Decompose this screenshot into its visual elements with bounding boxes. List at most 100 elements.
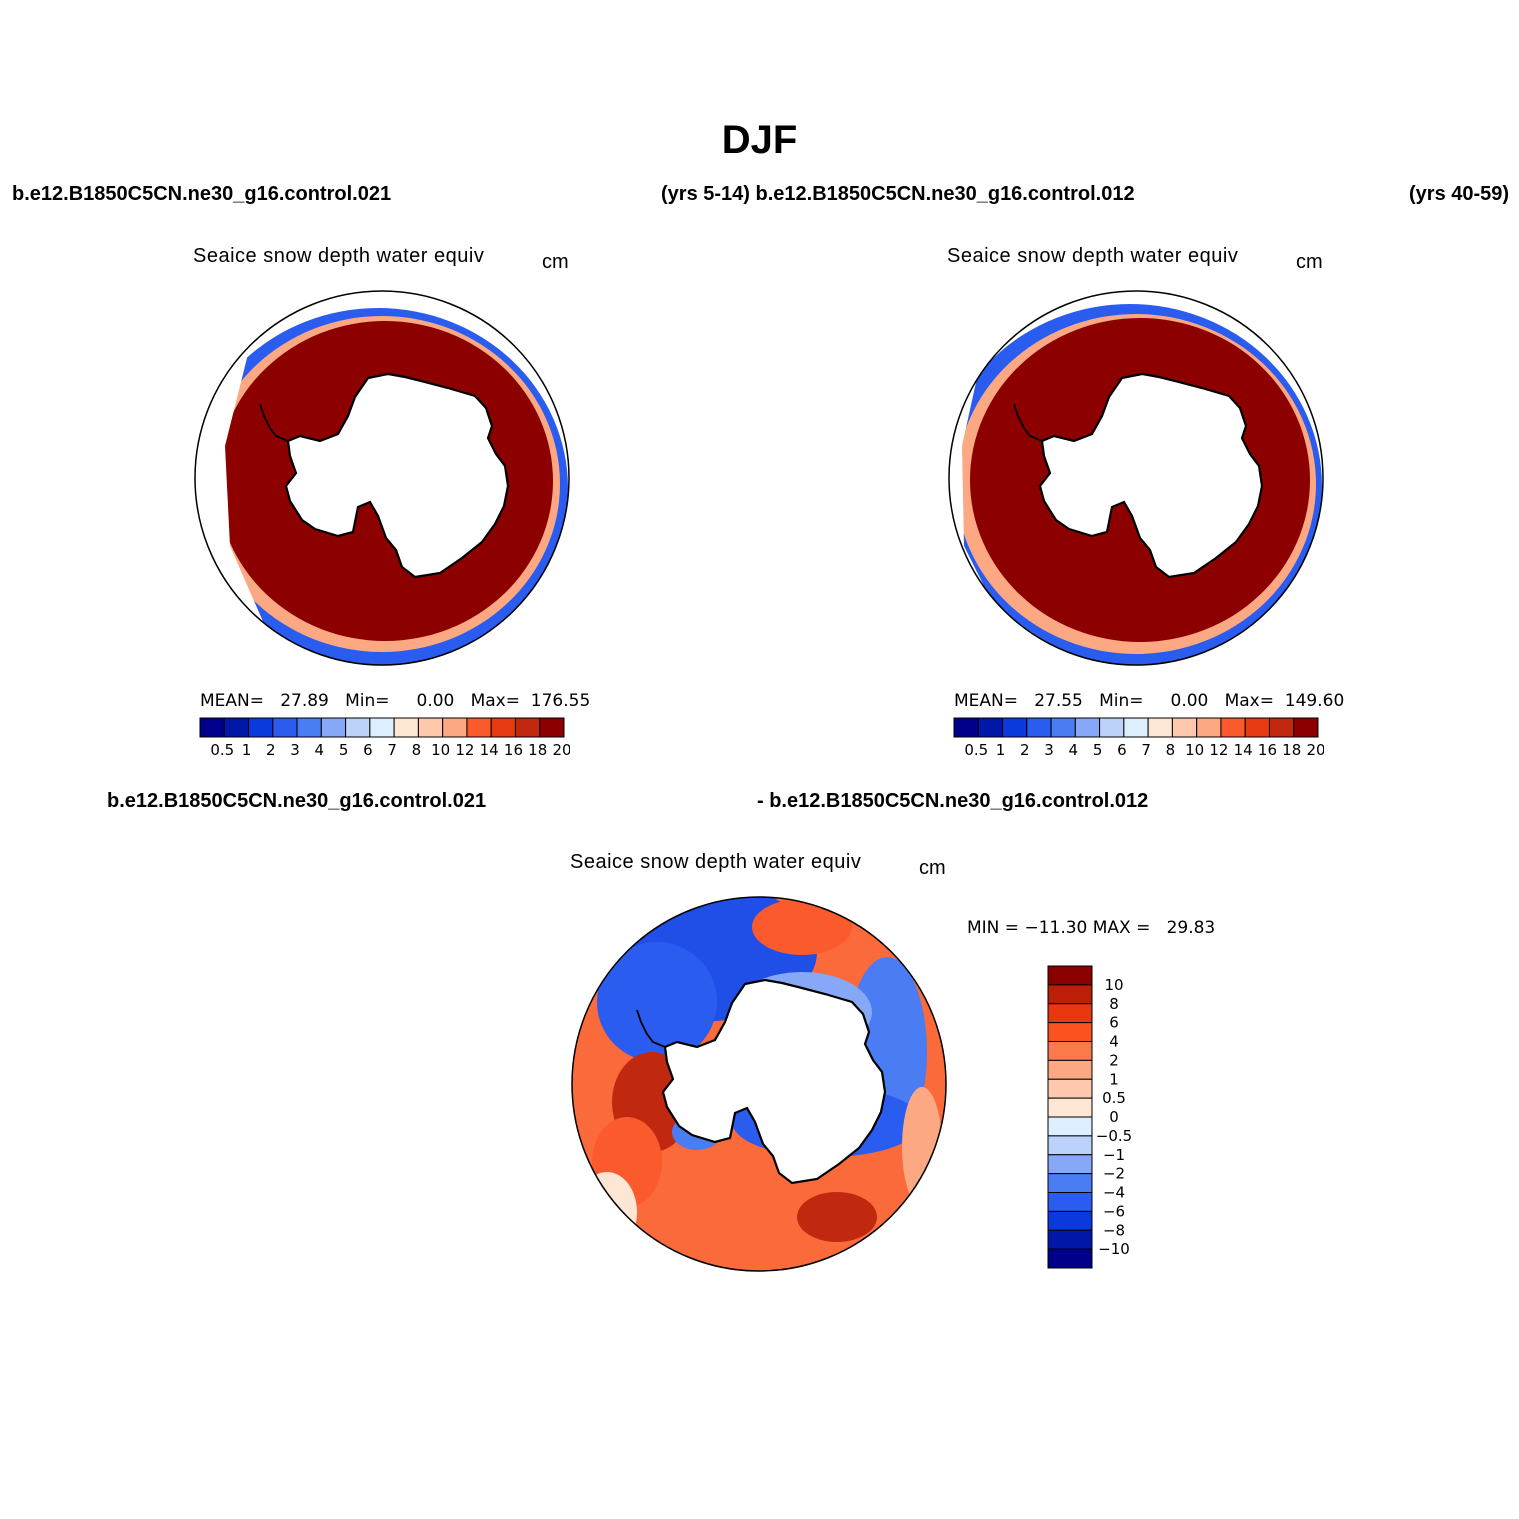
colorbar-swatch [1047, 1078, 1093, 1099]
diff-unit: cm [919, 857, 946, 879]
colorbar-swatch [953, 717, 979, 738]
colorbar-label: −0.5 [1096, 1127, 1132, 1145]
colorbar-swatch [1047, 1116, 1093, 1137]
colorbar-label: 18 [1282, 741, 1301, 759]
colorbar-swatch [1047, 1041, 1093, 1061]
panel2-unit: cm [1296, 251, 1323, 273]
colorbar-swatch [514, 717, 541, 738]
antarctica-landmass [284, 372, 510, 579]
colorbar-label: 8 [1166, 741, 1176, 759]
colorbar-swatch [1047, 984, 1093, 1005]
colorbar-swatch [1196, 717, 1222, 738]
panel2-title: Seaice snow depth water equiv [947, 245, 1239, 267]
colorbar-swatch [1047, 1154, 1093, 1175]
colorbar-label: 8 [412, 741, 422, 759]
colorbar-label: 16 [504, 741, 523, 759]
colorbar-swatch [1047, 1097, 1093, 1118]
colorbar-swatch [1171, 717, 1198, 738]
colorbar-label: 10 [431, 741, 450, 759]
diff-stats: MIN = −11.30 MAX = 29.83 [967, 918, 1216, 938]
colorbar-label: −1 [1103, 1146, 1125, 1164]
colorbar-swatch [1026, 717, 1052, 738]
panel1-title: Seaice snow depth water equiv [193, 245, 485, 267]
colorbar-label: 12 [1209, 741, 1228, 759]
colorbar-swatch [1244, 717, 1270, 738]
colorbar-label: 4 [1069, 741, 1079, 759]
colorbar-swatch [1002, 717, 1028, 738]
diff-header-right: - b.e12.B1850C5CN.ne30_g16.control.012 [757, 790, 1149, 812]
colorbar-label: 0.5 [964, 741, 988, 759]
panel2-stats: MEAN= 27.55 Min= 0.00 Max= 149.60 [954, 691, 1345, 711]
colorbar-label: 3 [290, 741, 300, 759]
colorbar-swatch [1047, 1229, 1093, 1250]
colorbar-label: 18 [528, 741, 547, 759]
case-header-mid: (yrs 5-14) b.e12.B1850C5CN.ne30_g16.cont… [661, 183, 1135, 205]
colorbar-swatch [442, 717, 468, 738]
colorbar-swatch [1047, 1135, 1093, 1156]
case-header-left: b.e12.B1850C5CN.ne30_g16.control.021 [12, 183, 392, 205]
colorbar-swatch [345, 717, 371, 738]
colorbar-label: 3 [1044, 741, 1054, 759]
colorbar-swatch [1147, 717, 1173, 738]
colorbar-swatch [1047, 1210, 1093, 1231]
colorbar-label: 20 [552, 741, 570, 759]
colorbar-label: 4 [1109, 1033, 1119, 1051]
colorbar-swatch [223, 717, 250, 738]
map-panel-diff [571, 896, 947, 1272]
colorbar-label: −8 [1103, 1221, 1125, 1239]
colorbar-label: 5 [1093, 741, 1103, 759]
colorbar-swatch [539, 717, 565, 738]
colorbar-swatch [320, 717, 347, 738]
colorbar-swatch [1268, 717, 1295, 738]
diff-title: Seaice snow depth water equiv [570, 851, 862, 873]
map-panel-2 [948, 290, 1324, 666]
main-title: DJF [721, 118, 798, 162]
colorbar-swatch [272, 717, 298, 738]
colorbar-swatch [1047, 1003, 1093, 1024]
colorbar-label: 12 [455, 741, 474, 759]
colorbar-swatch [1047, 965, 1093, 986]
colorbar-swatch [1123, 717, 1149, 738]
colorbar-label: −2 [1103, 1165, 1125, 1183]
colorbar-panel-2: 0.5 1 2 3 4 5 6 7 8 10 12 14 16 18 20 [953, 717, 1324, 759]
colorbar-label: 0 [1109, 1108, 1119, 1126]
colorbar-swatch [490, 717, 516, 738]
colorbar-label: 10 [1104, 976, 1123, 994]
diff-header-left: b.e12.B1850C5CN.ne30_g16.control.021 [107, 790, 487, 812]
colorbar-swatch [1047, 1059, 1093, 1080]
colorbar-label: 5 [339, 741, 349, 759]
colorbar-label: −4 [1103, 1184, 1125, 1202]
colorbar-label: 4 [315, 741, 325, 759]
colorbar-swatch [1047, 1192, 1093, 1212]
colorbar-label: −10 [1098, 1240, 1130, 1258]
colorbar-label: 6 [363, 741, 373, 759]
colorbar-label: 0.5 [1102, 1089, 1126, 1107]
colorbar-swatch [417, 717, 444, 738]
colorbar-label: 6 [1109, 1014, 1119, 1032]
panel1-stats: MEAN= 27.89 Min= 0.00 Max= 176.55 [200, 691, 591, 711]
colorbar-swatch [199, 717, 225, 738]
colorbar-swatch [248, 717, 274, 738]
colorbar-swatch [1047, 1022, 1093, 1042]
panel1-unit: cm [542, 251, 569, 273]
colorbar-swatch [296, 717, 322, 738]
colorbar-label: 1 [996, 741, 1006, 759]
colorbar-label: 14 [480, 741, 499, 759]
colorbar-swatch [1050, 717, 1076, 738]
case-header-right: (yrs 40-59) [1409, 183, 1510, 205]
colorbar-label: 7 [1141, 741, 1151, 759]
colorbar-label: 2 [1020, 741, 1030, 759]
colorbar-label: 20 [1306, 741, 1324, 759]
colorbar-swatch [1099, 717, 1125, 738]
colorbar-panel-1: 0.5 1 2 3 4 5 6 7 8 10 12 14 16 18 20 [199, 717, 570, 759]
colorbar-swatch [1047, 1248, 1093, 1269]
colorbar-swatch [1293, 717, 1319, 738]
colorbar-swatch [369, 717, 395, 738]
colorbar-label: 2 [266, 741, 276, 759]
colorbar-label: 10 [1185, 741, 1204, 759]
colorbar-label: 16 [1258, 741, 1277, 759]
colorbar-label: 0.5 [210, 741, 234, 759]
colorbar-swatch [1220, 717, 1246, 738]
colorbar-label: 14 [1234, 741, 1253, 759]
